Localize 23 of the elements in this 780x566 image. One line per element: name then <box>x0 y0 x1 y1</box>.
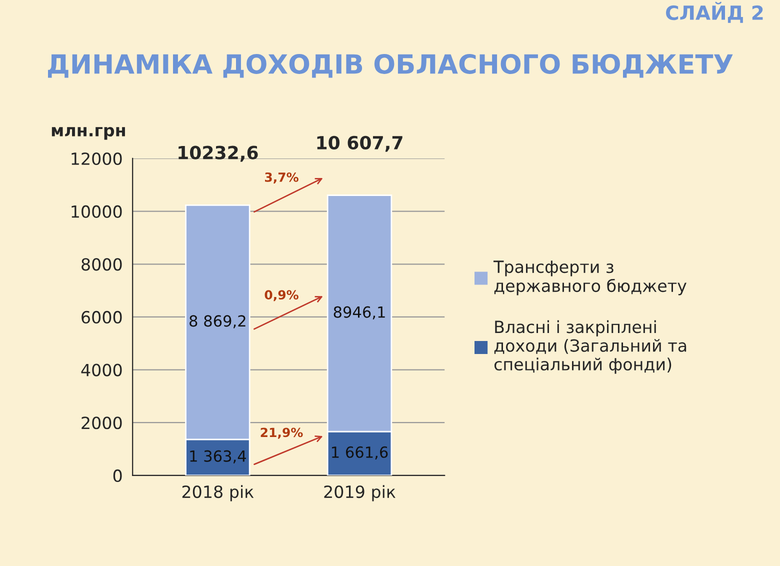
y-tick-label: 0 <box>113 469 122 482</box>
y-tick-label: 2000 <box>82 416 122 430</box>
annotation: 0,9% <box>264 290 298 302</box>
data-label: 1 661,6 <box>332 446 388 460</box>
data-label: 1 363,4 <box>190 450 246 464</box>
total-label: 10 607,7 <box>317 136 402 152</box>
y-axis-title: млн.грн <box>52 126 125 140</box>
y-tick-label: 10000 <box>72 205 122 218</box>
y-tick-label: 12000 <box>72 152 122 166</box>
total-label: 10232,6 <box>178 146 258 162</box>
x-tick-label: 2019 рік <box>324 485 396 502</box>
y-tick-label: 4000 <box>81 364 122 376</box>
chart-title: ДИНАМІКА ДОХОДІВ ОБЛАСНОГО БЮДЖЕТУ <box>48 54 733 78</box>
text: СЛАЙД 2 <box>666 2 763 23</box>
y-tick-label: 8000 <box>82 258 122 271</box>
data-label: 8 869,2 <box>190 315 246 328</box>
data-label: 8946,1 <box>334 306 385 320</box>
legend-label: Власні і закріплені доходи (Загальний та спеціальний фонди) <box>494 320 686 374</box>
legend-label: Трансферти з державного бюджету <box>493 260 686 296</box>
annotation: 21,9% <box>260 428 303 439</box>
y-tick-label: 6000 <box>82 310 122 324</box>
x-tick-label: 2018 рік <box>182 485 254 502</box>
annotation: 3,7% <box>265 172 298 184</box>
